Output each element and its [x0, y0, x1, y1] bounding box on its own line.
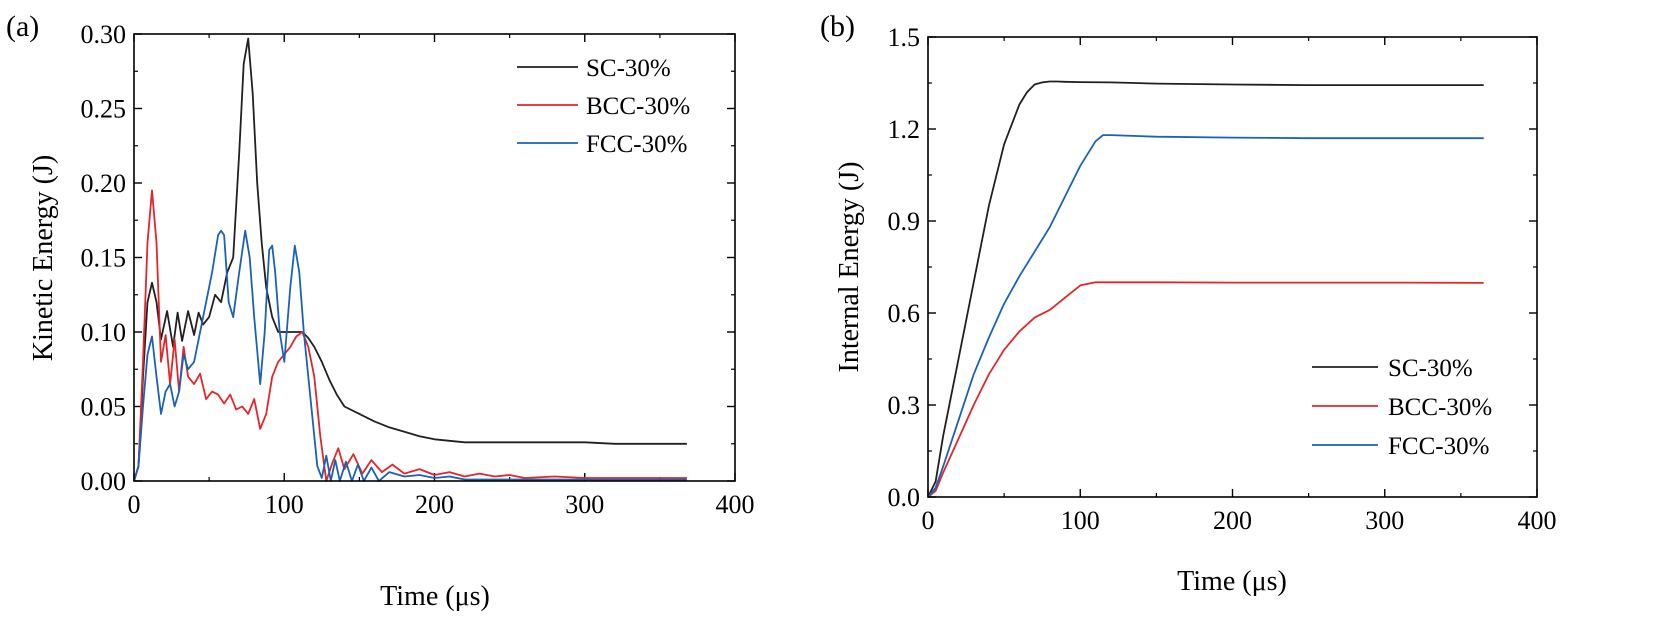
panel-a-legend-bcc: BCC-30%: [586, 93, 690, 120]
panel-b-x-tick-label-200: 200: [1213, 506, 1252, 535]
panel-a-legend-fcc: FCC-30%: [586, 131, 687, 158]
panel-a-y-axis-title: Kinetic Energy (J): [28, 155, 59, 361]
panel-b-y-tick-label-0: 0.0: [888, 483, 921, 512]
panel-a-ticks: 0 100 200 300 400 0.00 0.05 0.10 0.15 0.20 0.25 0.3…: [81, 20, 755, 519]
panel-b-y-axis-title: Internal Energy (J): [834, 162, 865, 373]
panel-b-x-tick-label-400: 400: [1518, 506, 1557, 535]
panel-b-internal-energy: (b) Time (μs) Internal Energy (J) 0 100 20…: [820, 10, 1557, 597]
panel-b-series: [927, 80, 1484, 498]
panel-b-plot-frame: [927, 36, 1538, 498]
panel-a-x-tick-label-200: 200: [415, 490, 454, 519]
panel-a-kinetic-energy: (a) Time (μs) Kinetic Energy (J) 0 100 200…: [6, 10, 755, 612]
panel-a-legend-sc: SC-30%: [586, 55, 671, 82]
panel-a-y-tick-label-2: 0.10: [81, 318, 127, 347]
panel-b-x-tick-label-0: 0: [922, 506, 935, 535]
panel-a-y-tick-label-3: 0.15: [81, 244, 127, 273]
panel-a-y-tick-label-4: 0.20: [81, 169, 127, 198]
panel-b-series-bcc-line: [927, 281, 1484, 498]
panel-a-x-tick-label-100: 100: [265, 490, 304, 519]
panel-b-legend: SC-30% BCC-30% FCC-30%: [1312, 355, 1492, 460]
panel-b-y-tick-label-2: 0.6: [888, 299, 921, 328]
panel-a-x-tick-label-300: 300: [565, 490, 604, 519]
panel-b-series-sc-line: [927, 80, 1484, 498]
panel-b-legend-fcc: FCC-30%: [1388, 433, 1489, 460]
panel-b-x-axis-title: Time (μs): [1177, 566, 1287, 597]
panel-a-y-tick-label-6: 0.30: [81, 20, 127, 49]
panel-a-x-tick-label-400: 400: [716, 490, 755, 519]
panel-a-y-tick-label-5: 0.25: [81, 95, 127, 124]
panel-b-y-tick-label-1: 0.3: [888, 391, 921, 420]
panel-b-y-tick-label-4: 1.2: [888, 115, 921, 144]
panel-a-series-fcc-line: [133, 229, 687, 482]
panel-b-label: (b): [820, 10, 855, 43]
panel-a-x-tick-label-0: 0: [128, 490, 141, 519]
panel-b-ticks: 0 100 200 300 400 0.0 0.3 0.6 0.9 1.2 1.5: [888, 23, 1557, 535]
panel-a-series: [133, 37, 687, 482]
panel-a-plot-frame: [133, 33, 736, 482]
panel-b-y-tick-label-5: 1.5: [888, 23, 921, 52]
panel-b-x-tick-label-100: 100: [1061, 506, 1100, 535]
panel-a-label: (a): [6, 10, 39, 43]
panel-b-legend-sc: SC-30%: [1388, 355, 1473, 382]
panel-a-x-axis-title: Time (μs): [380, 581, 490, 612]
panel-b-y-tick-label-3: 0.9: [888, 207, 921, 236]
panel-b-x-tick-label-300: 300: [1365, 506, 1404, 535]
panel-a-y-tick-label-0: 0.00: [81, 467, 127, 496]
panel-a-y-tick-label-1: 0.05: [81, 393, 127, 422]
panel-a-series-bcc-line: [133, 189, 687, 482]
panel-b-series-fcc-line: [927, 134, 1484, 498]
panel-b-legend-bcc: BCC-30%: [1388, 394, 1492, 421]
panel-a-legend: SC-30% BCC-30% FCC-30%: [517, 55, 690, 158]
panel-a-series-sc-line: [133, 37, 687, 482]
